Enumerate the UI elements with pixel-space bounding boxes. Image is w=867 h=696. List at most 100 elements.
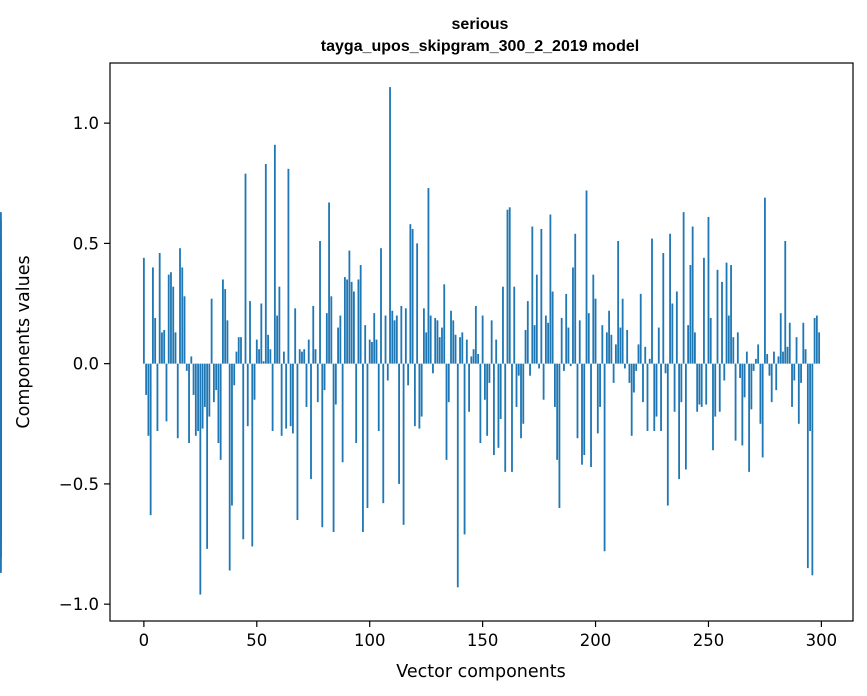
bar bbox=[246, 363, 249, 427]
bar bbox=[612, 363, 615, 383]
bar bbox=[529, 363, 531, 376]
bar bbox=[353, 291, 355, 364]
bar bbox=[398, 363, 400, 484]
bars-group bbox=[0, 87, 821, 595]
bar bbox=[217, 363, 220, 444]
bar bbox=[504, 363, 507, 472]
bar bbox=[712, 363, 714, 451]
bar bbox=[563, 363, 565, 371]
bar bbox=[474, 305, 477, 364]
bar bbox=[655, 363, 658, 417]
bar bbox=[666, 363, 669, 506]
bar bbox=[264, 164, 267, 364]
bar bbox=[420, 363, 423, 417]
bar bbox=[438, 337, 441, 364]
bar bbox=[197, 363, 199, 431]
bar bbox=[526, 301, 529, 364]
bar bbox=[316, 363, 319, 403]
bar bbox=[533, 325, 536, 364]
y-tick-label: 1.0 bbox=[73, 114, 99, 133]
bar bbox=[242, 363, 245, 540]
bar bbox=[709, 317, 712, 364]
bar bbox=[423, 308, 425, 364]
bar bbox=[192, 363, 195, 395]
bar bbox=[558, 363, 561, 508]
bar bbox=[734, 363, 737, 441]
bar bbox=[298, 349, 301, 364]
bar bbox=[321, 363, 324, 528]
bar bbox=[409, 224, 412, 364]
bar bbox=[357, 279, 360, 364]
bar bbox=[334, 363, 337, 405]
bar bbox=[337, 327, 339, 364]
y-tick-label: 0.0 bbox=[73, 355, 99, 374]
y-axis-label: Components values bbox=[14, 255, 34, 428]
bar bbox=[610, 334, 613, 364]
bar bbox=[443, 284, 446, 364]
bar bbox=[621, 298, 624, 364]
bar bbox=[488, 363, 491, 383]
bar bbox=[339, 315, 342, 364]
bar bbox=[754, 358, 757, 364]
bar bbox=[813, 317, 816, 364]
bar bbox=[603, 363, 606, 552]
bar bbox=[411, 228, 414, 364]
bar bbox=[434, 317, 437, 364]
bar bbox=[470, 356, 473, 364]
x-axis-ticks: 0 50 100 150 200 250 300 bbox=[139, 621, 837, 650]
bar bbox=[285, 363, 288, 429]
bar bbox=[323, 363, 326, 391]
bar bbox=[429, 315, 432, 364]
bar bbox=[262, 361, 265, 364]
bar bbox=[524, 329, 527, 364]
y-tick-label: −0.5 bbox=[59, 475, 99, 494]
bar bbox=[384, 315, 387, 364]
bar bbox=[459, 337, 461, 364]
bar bbox=[174, 332, 177, 364]
bar bbox=[624, 363, 626, 369]
bar bbox=[560, 317, 563, 364]
bar bbox=[314, 349, 317, 364]
bar bbox=[815, 315, 818, 364]
bar bbox=[585, 190, 588, 364]
bar bbox=[786, 346, 789, 364]
bar bbox=[499, 363, 502, 419]
bar bbox=[201, 363, 204, 429]
bar bbox=[222, 279, 224, 364]
bar bbox=[210, 298, 213, 364]
bar bbox=[583, 363, 586, 456]
bar bbox=[531, 226, 534, 364]
bar bbox=[556, 363, 559, 460]
bar bbox=[427, 188, 430, 364]
bar bbox=[156, 363, 159, 431]
bar bbox=[280, 363, 283, 436]
bar bbox=[235, 351, 238, 364]
bar bbox=[452, 320, 455, 364]
bar bbox=[249, 301, 251, 364]
bar bbox=[416, 243, 419, 364]
bar bbox=[208, 363, 211, 417]
bar bbox=[673, 363, 676, 412]
bar bbox=[689, 265, 692, 364]
bar bbox=[671, 303, 674, 364]
bar bbox=[648, 358, 651, 364]
bar bbox=[761, 363, 764, 458]
bar bbox=[542, 363, 545, 400]
bar bbox=[181, 267, 184, 364]
bar bbox=[296, 363, 299, 520]
bar bbox=[811, 363, 814, 576]
bar bbox=[165, 363, 168, 422]
bar bbox=[167, 274, 170, 364]
x-tick-label: 250 bbox=[693, 631, 725, 650]
bar bbox=[637, 344, 640, 364]
bar bbox=[804, 349, 807, 364]
bar bbox=[506, 209, 509, 364]
bar bbox=[775, 363, 778, 391]
y-tick-label: −1.0 bbox=[59, 595, 99, 614]
bar bbox=[513, 286, 516, 364]
bar bbox=[682, 212, 685, 364]
bar bbox=[578, 320, 581, 364]
bar bbox=[407, 363, 410, 386]
bar bbox=[791, 363, 793, 407]
bar bbox=[343, 277, 346, 364]
